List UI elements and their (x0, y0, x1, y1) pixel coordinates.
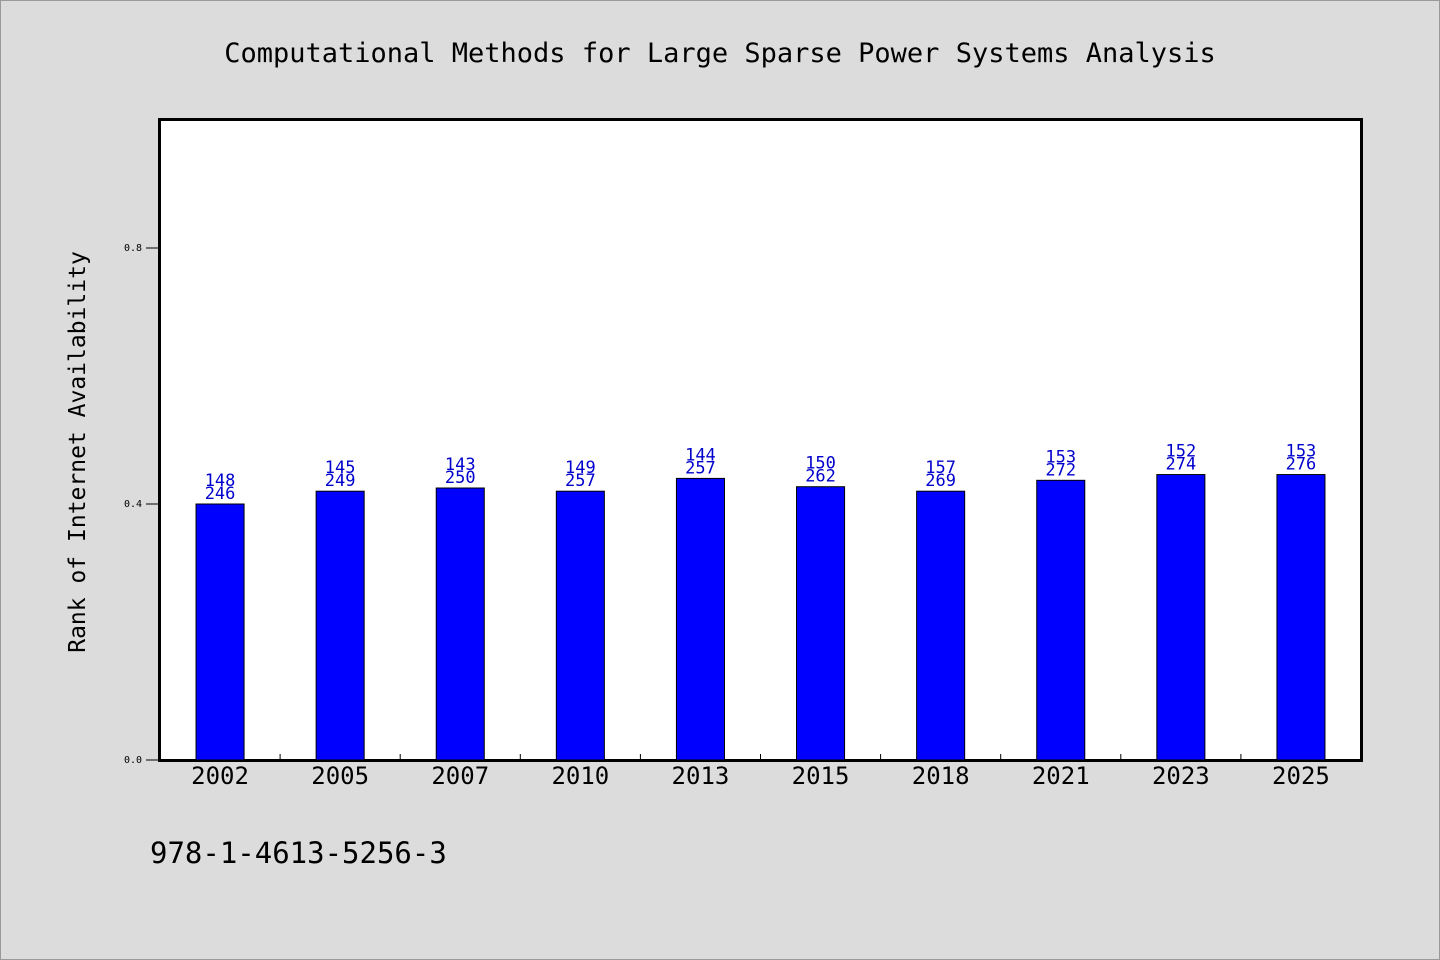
y-tick-label: 0.4 (124, 499, 142, 510)
bar (1036, 479, 1086, 761)
bar-label-bottom: 272 (1045, 460, 1076, 480)
x-axis-ticks (279, 754, 1242, 760)
y-axis-label: Rank of Internet Availability (65, 251, 91, 653)
bar-label-bottom: 269 (925, 471, 956, 491)
x-tick-label: 2005 (311, 762, 369, 790)
y-tick-label: 0.0 (124, 755, 142, 766)
bar (1156, 474, 1206, 761)
bar-label-bottom: 262 (805, 467, 836, 487)
x-tick-label: 2013 (672, 762, 730, 790)
x-tick-label: 2018 (912, 762, 970, 790)
bar-label-top: 150 (805, 454, 836, 474)
x-tick-label: 2010 (551, 762, 609, 790)
bar-label-top: 148 (205, 471, 236, 491)
bar-label-bottom: 246 (205, 484, 236, 504)
bar-label-bottom: 274 (1165, 455, 1196, 475)
bar (315, 490, 365, 761)
bar-label-top: 153 (1045, 447, 1076, 467)
bar-label-bottom: 249 (325, 471, 356, 491)
bar-label-bottom: 257 (685, 458, 716, 478)
bar-label-bottom: 257 (565, 471, 596, 491)
x-axis-tick-labels: 2002 2005 2007 2010 2013 2015 2018 2021 2023 2025 (191, 762, 1330, 790)
bar-label-top: 144 (685, 445, 716, 465)
x-tick-label: 2015 (792, 762, 850, 790)
x-tick-label: 2021 (1032, 762, 1090, 790)
bar (675, 477, 725, 761)
chart-title: Computational Methods for Large Sparse P… (224, 38, 1216, 69)
x-tick-label: 2002 (191, 762, 249, 790)
bars-group (195, 474, 1326, 761)
bar (195, 503, 245, 761)
bar (916, 490, 966, 761)
x-tick-label: 2023 (1152, 762, 1210, 790)
bar-label-top: 145 (325, 458, 356, 478)
bar (555, 490, 605, 761)
bar-label-bottom: 250 (445, 468, 476, 488)
y-tick-label: 0.8 (124, 243, 142, 254)
x-tick-label: 2025 (1272, 762, 1330, 790)
bar (435, 487, 485, 761)
isbn-footnote: 978-1-4613-5256-3 (150, 836, 447, 870)
bar-label-top: 149 (565, 458, 596, 478)
bar (796, 486, 846, 761)
bar (1276, 474, 1326, 761)
bar-label-top: 153 (1286, 442, 1317, 462)
x-tick-label: 2007 (431, 762, 489, 790)
bar-label-top: 152 (1165, 442, 1196, 462)
y-axis-ticks: 0.0 0.4 0.8 (124, 243, 160, 766)
bar-label-top: 157 (925, 458, 956, 478)
bar-label-top: 143 (445, 455, 476, 475)
bar-label-bottom: 276 (1286, 455, 1317, 475)
